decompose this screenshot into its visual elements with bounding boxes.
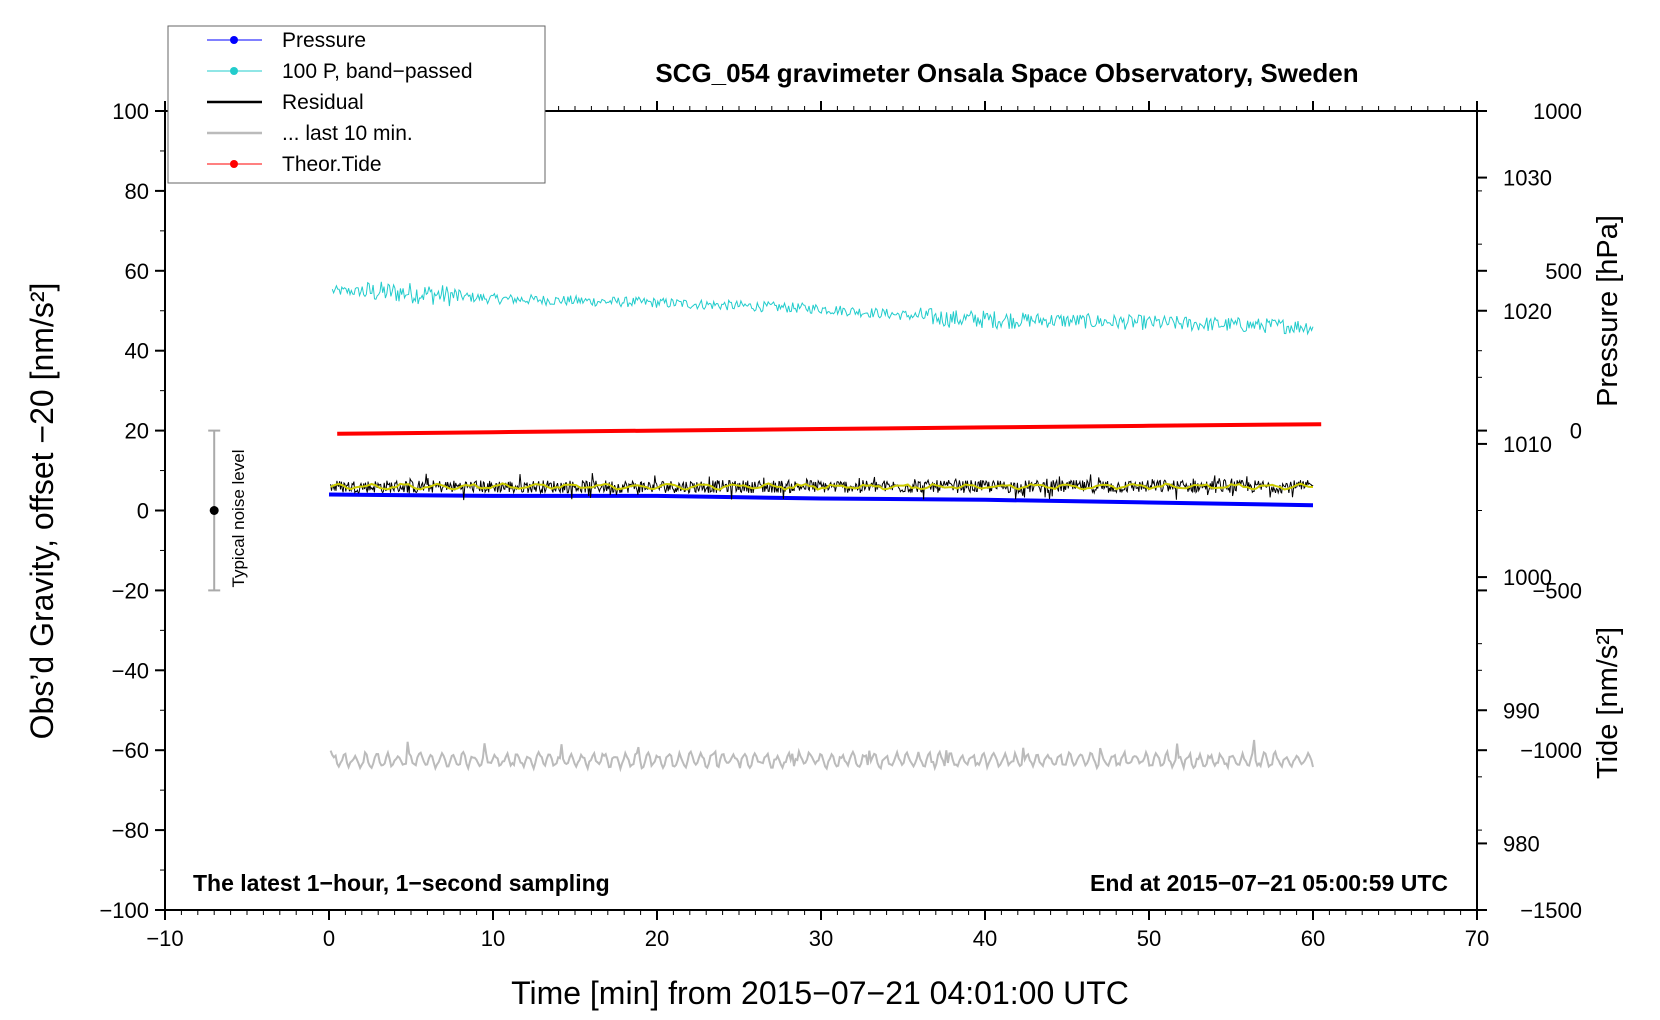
legend-label: ... last 10 min. — [282, 122, 413, 145]
x-tick-label: 50 — [1137, 926, 1161, 951]
legend-marker — [230, 67, 238, 75]
y-tick-label: 20 — [125, 419, 149, 444]
tide-tick-label: −500 — [1532, 578, 1582, 603]
series-bandpassed-pressure-line — [331, 281, 1314, 336]
y-tick-label: 100 — [112, 99, 149, 124]
legend-label: Pressure — [282, 29, 366, 52]
legend: Pressure 100 P, band−passed Residual ... la… — [167, 25, 546, 184]
series-residual-smoothed-line — [330, 482, 1314, 491]
series-pressure-line — [328, 492, 1314, 508]
y-axis-label-left: Obs’d Gravity, offset −20 [nm/s²] — [24, 283, 60, 740]
x-tick-label: 70 — [1465, 926, 1489, 951]
tick-layer: −10 0 10 20 30 40 50 60 70100806040200−20−40−60−… — [99, 99, 1582, 951]
x-axis-label: Time [min] from 2015−07−21 04:01:00 UTC — [511, 975, 1129, 1011]
x-tick-label: 0 — [323, 926, 335, 951]
y-tick-label: 60 — [125, 259, 149, 284]
y-tick-label: −20 — [112, 578, 149, 603]
tide-tick-label: 0 — [1570, 419, 1582, 444]
y-tick-label: 40 — [125, 339, 149, 364]
sampling-note: The latest 1−hour, 1−second sampling — [193, 870, 610, 896]
y-tick-label: 80 — [125, 179, 149, 204]
legend-label: Theor.Tide — [282, 153, 382, 176]
tide-tick-label: −1500 — [1520, 898, 1582, 923]
tide-tick-label: 500 — [1545, 259, 1582, 284]
x-tick-label: 20 — [645, 926, 669, 951]
chart-title: SCG_054 gravimeter Onsala Space Observat… — [655, 58, 1358, 88]
tide-tick-label: 1000 — [1533, 99, 1582, 124]
pressure-tick-label: 1020 — [1503, 299, 1552, 324]
series-layer — [328, 281, 1322, 773]
y-axis-label-pressure: Pressure [hPa] — [1592, 215, 1624, 407]
x-tick-label: 40 — [973, 926, 997, 951]
series-theor-tide-line — [337, 422, 1322, 436]
noise-label: Typical noise level — [229, 450, 248, 588]
x-tick-label: −10 — [146, 926, 183, 951]
y-tick-label: −60 — [112, 738, 149, 763]
x-tick-label: 30 — [809, 926, 833, 951]
y-tick-label: −100 — [99, 898, 149, 923]
legend-box — [167, 25, 546, 184]
pressure-tick-label: 1010 — [1503, 432, 1552, 457]
x-tick-label: 10 — [481, 926, 505, 951]
tide-tick-label: −1000 — [1520, 738, 1582, 763]
series-last-10-min-line — [329, 739, 1314, 773]
pressure-tick-label: 980 — [1503, 831, 1540, 856]
legend-label: Residual — [282, 91, 364, 114]
noise-indicator: Typical noise level — [208, 429, 248, 592]
pressure-tick-label: 990 — [1503, 698, 1540, 723]
y-tick-label: 0 — [137, 499, 149, 524]
pressure-tick-label: 1030 — [1503, 166, 1552, 191]
noise-center-dot — [209, 506, 219, 515]
x-tick-label: 60 — [1301, 926, 1325, 951]
y-tick-label: −80 — [112, 818, 149, 843]
legend-marker — [230, 36, 238, 44]
y-axis-label-tide: Tide [nm/s²] — [1592, 627, 1624, 779]
plot-frame — [164, 110, 1478, 911]
legend-label: 100 P, band−passed — [282, 60, 473, 83]
end-time-note: End at 2015−07−21 05:00:59 UTC — [1090, 870, 1448, 896]
y-tick-label: −40 — [112, 658, 149, 683]
legend-marker — [230, 160, 238, 168]
pressure-tick-label: 1000 — [1503, 565, 1552, 590]
